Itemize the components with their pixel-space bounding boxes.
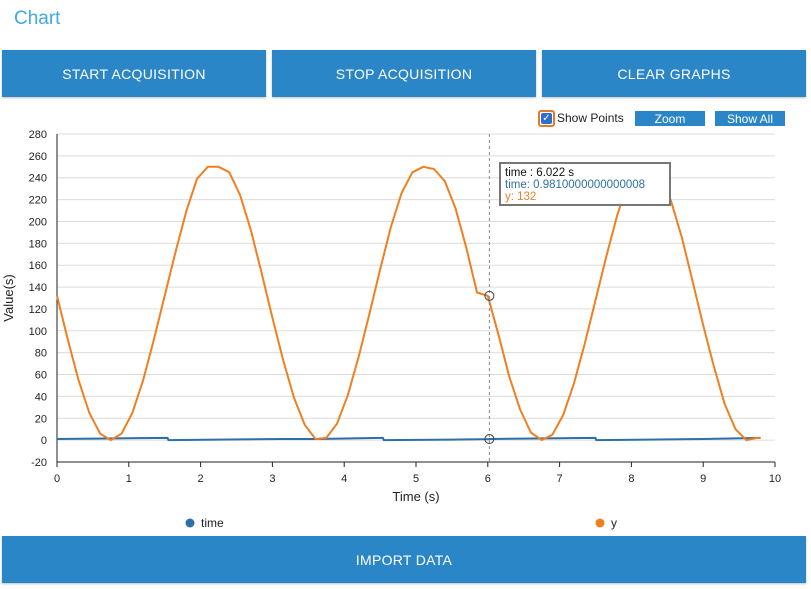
page-title: Chart [14,8,61,29]
y-axis-ticks: -20 0 20 40 60 80 100 120 140 160 180 200 220 240 260 2… [29,129,47,469]
zoom-button[interactable]: Zoom [635,111,705,126]
x-tick-label: 0 [54,473,60,485]
chart-series [56,165,761,442]
x-tick-label: 2 [198,473,204,485]
y-tick-label: 220 [29,195,47,207]
y-tick-label: 180 [29,238,47,250]
tooltip-line-series-y: y: 132 [505,191,536,203]
y-tick-label: 260 [29,151,47,163]
x-tick-label: 5 [413,473,419,485]
start-acquisition-button[interactable]: START ACQUISITION [2,50,266,97]
y-axis-label: Value(s) [1,274,16,321]
x-tick-label: 6 [485,473,491,485]
tooltip-box [499,162,671,206]
x-tick-label: 10 [769,473,781,485]
y-tick-label: 120 [29,304,47,316]
show-points-checkbox[interactable]: ✓ [538,110,555,127]
y-tick-label: -20 [31,457,47,469]
import-data-button[interactable]: IMPORT DATA [2,536,806,583]
x-tick-label: 9 [700,473,706,485]
chart-legend: time y [185,516,617,530]
legend-marker-time [185,518,195,528]
hover-point-y [484,290,495,301]
legend-marker-y [595,518,605,528]
y-tick-label: 160 [29,260,47,272]
tooltip-line-series-time: time: 0.9810000000000008 [505,179,645,191]
show-all-button[interactable]: Show All [715,111,785,126]
show-points-label: Show Points [557,111,624,125]
x-tick-label: 1 [126,473,132,485]
y-tick-label: 200 [29,216,47,228]
y-tick-label: 20 [35,413,47,425]
x-tick-label: 7 [557,473,563,485]
tooltip-line-time: time : 6.022 s [505,167,574,179]
x-axis-label: Time (s) [392,489,439,504]
y-tick-label: 240 [29,173,47,185]
y-tick-label: 100 [29,326,47,338]
x-tick-label: 3 [269,473,275,485]
x-tick-label: 8 [628,473,634,485]
hover-points [484,290,495,445]
y-tick-label: 60 [35,370,47,382]
y-tick-label: 280 [29,129,47,141]
hover-point-time [484,434,495,445]
y-tick-label: 0 [41,435,47,447]
legend-label-y: y [611,516,617,530]
line-chart[interactable]: -200204060801001201401601802002202402602… [0,128,811,533]
stop-acquisition-button[interactable]: STOP ACQUISITION [272,50,536,97]
checkmark-icon: ✓ [541,113,552,124]
x-axis-ticks: 0 1 2 3 4 5 6 7 8 9 10 [54,462,781,485]
y-tick-label: 80 [35,348,47,360]
y-tick-label: 140 [29,282,47,294]
series-line-y [56,165,761,442]
x-tick-label: 4 [341,473,347,485]
y-tick-label: 40 [35,391,47,403]
clear-graphs-button[interactable]: CLEAR GRAPHS [542,50,806,97]
series-line-time [56,436,761,442]
chart-tooltip: time : 6.022 s time: 0.9810000000000008 … [499,162,671,206]
legend-label-time: time [201,516,224,530]
